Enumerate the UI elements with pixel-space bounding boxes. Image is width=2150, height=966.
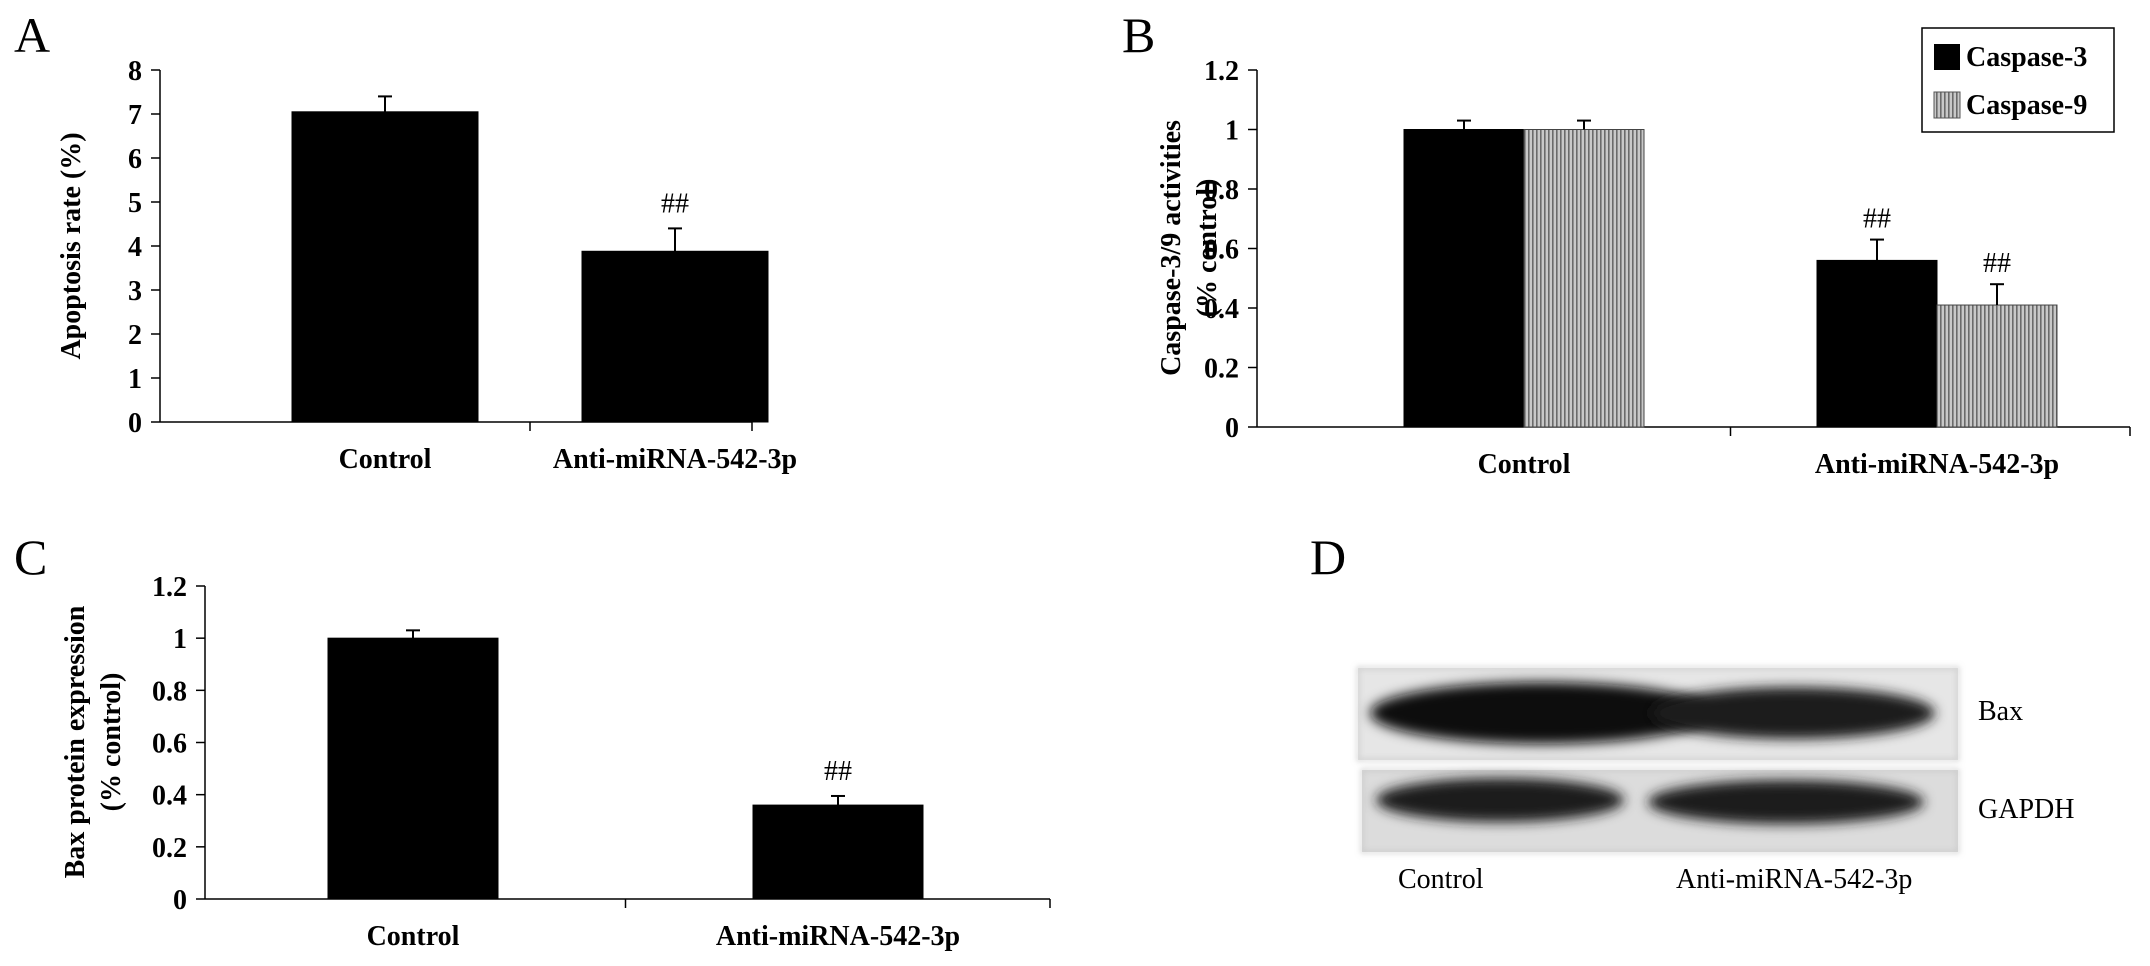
y-tick-label: 1.2 <box>152 572 187 603</box>
blot-band-gapdh-anti <box>1648 780 1924 824</box>
y-tick-label: 7 <box>128 100 142 131</box>
significance-label: ## <box>1983 248 2011 279</box>
x-category-label: Anti-miRNA-542-3p <box>553 444 797 475</box>
y-tick-label: 8 <box>128 56 142 87</box>
y-tick-label: 0 <box>128 408 142 439</box>
blot-lane-control: Control <box>1398 864 1484 895</box>
y-axis-label: Apoptosis rate (%) <box>56 132 87 359</box>
blot-band-bax-control <box>1370 682 1714 744</box>
panel-letter-b: B <box>1122 7 1155 63</box>
y-tick-label: 3 <box>128 276 142 307</box>
y-tick-label: 5 <box>128 188 142 219</box>
y-axis-label-line2: (% control) <box>1192 179 1223 318</box>
bar <box>1936 304 2058 428</box>
y-tick-label: 1.2 <box>1204 56 1239 87</box>
y-tick-label: 0 <box>1225 413 1239 444</box>
y-tick-label: 0.6 <box>152 729 187 760</box>
legend-swatch-caspase-9 <box>1933 91 1961 119</box>
y-tick-label: 0.6 <box>1204 235 1239 266</box>
panel-letter-c: C <box>14 529 47 585</box>
chart-apoptosis-rate: 0 1 2 3 4 5 6 7 8 ## Control Anti-miRNA-542-3p Apopt… <box>56 56 797 475</box>
chart-bax-expression: 0 0.2 0.4 0.6 0.8 1 1.2 ## Control Anti-miRNA-542… <box>60 572 1051 952</box>
y-tick-label: 0.2 <box>1204 354 1239 385</box>
y-tick-label: 6 <box>128 144 142 175</box>
y-tick-label: 1 <box>173 624 187 655</box>
bar <box>1403 129 1525 428</box>
blot-label-gapdh: GAPDH <box>1978 794 2074 825</box>
significance-label: ## <box>824 756 852 787</box>
y-tick-label: 2 <box>128 320 142 351</box>
blot-band-bax-anti <box>1651 687 1935 739</box>
y-tick-label: 0.2 <box>152 833 187 864</box>
y-tick-label: 4 <box>128 232 142 263</box>
x-category-label: Control <box>367 921 460 952</box>
x-category-label: Control <box>339 444 432 475</box>
bar <box>291 111 479 423</box>
legend-label-caspase-9: Caspase-9 <box>1966 90 2087 121</box>
blot-lane-anti: Anti-miRNA-542-3p <box>1676 864 1912 895</box>
bar <box>327 637 499 900</box>
x-category-label: Anti-miRNA-542-3p <box>716 921 960 952</box>
blot-strip-gapdh-edge <box>1361 769 1959 853</box>
blot-strip-bax-edge <box>1357 667 1959 761</box>
y-tick-label: 1 <box>128 364 142 395</box>
y-tick-label: 0.4 <box>1204 294 1239 325</box>
y-tick-label: 0.8 <box>152 676 187 707</box>
y-axis-label-line2: (% control) <box>96 673 127 812</box>
bar <box>1816 259 1938 428</box>
y-tick-label: 0.8 <box>1204 175 1239 206</box>
x-category-label: Control <box>1478 449 1571 480</box>
panel-letter-a: A <box>14 7 50 63</box>
legend-label-caspase-3: Caspase-3 <box>1966 42 2087 73</box>
y-tick-label: 0 <box>173 885 187 916</box>
significance-label: ## <box>661 188 689 219</box>
blot-band-gapdh-control <box>1376 778 1624 822</box>
legend-swatch-caspase-3 <box>1934 44 1960 70</box>
blot-label-bax: Bax <box>1978 696 2023 727</box>
western-blot: Bax GAPDH Control Anti-miRNA-542-3p <box>1357 667 2074 895</box>
legend-caspase: Caspase-3 Caspase-9 <box>1921 27 2115 133</box>
y-axis-label-line1: Bax protein expression <box>60 605 91 878</box>
bar <box>581 250 769 423</box>
y-tick-label: 1 <box>1225 116 1239 147</box>
chart-caspase-activities: 0 0.2 0.4 0.6 0.8 1 1.2 ## ## Control Anti-miRNA-5… <box>1156 56 2131 480</box>
bar <box>752 804 924 900</box>
significance-label: ## <box>1863 204 1891 235</box>
bar <box>1523 129 1645 428</box>
y-tick-label: 0.4 <box>152 781 187 812</box>
y-axis-label-line1: Caspase-3/9 activities <box>1156 120 1187 376</box>
panel-letter-d: D <box>1310 529 1346 585</box>
x-category-label: Anti-miRNA-542-3p <box>1815 449 2059 480</box>
